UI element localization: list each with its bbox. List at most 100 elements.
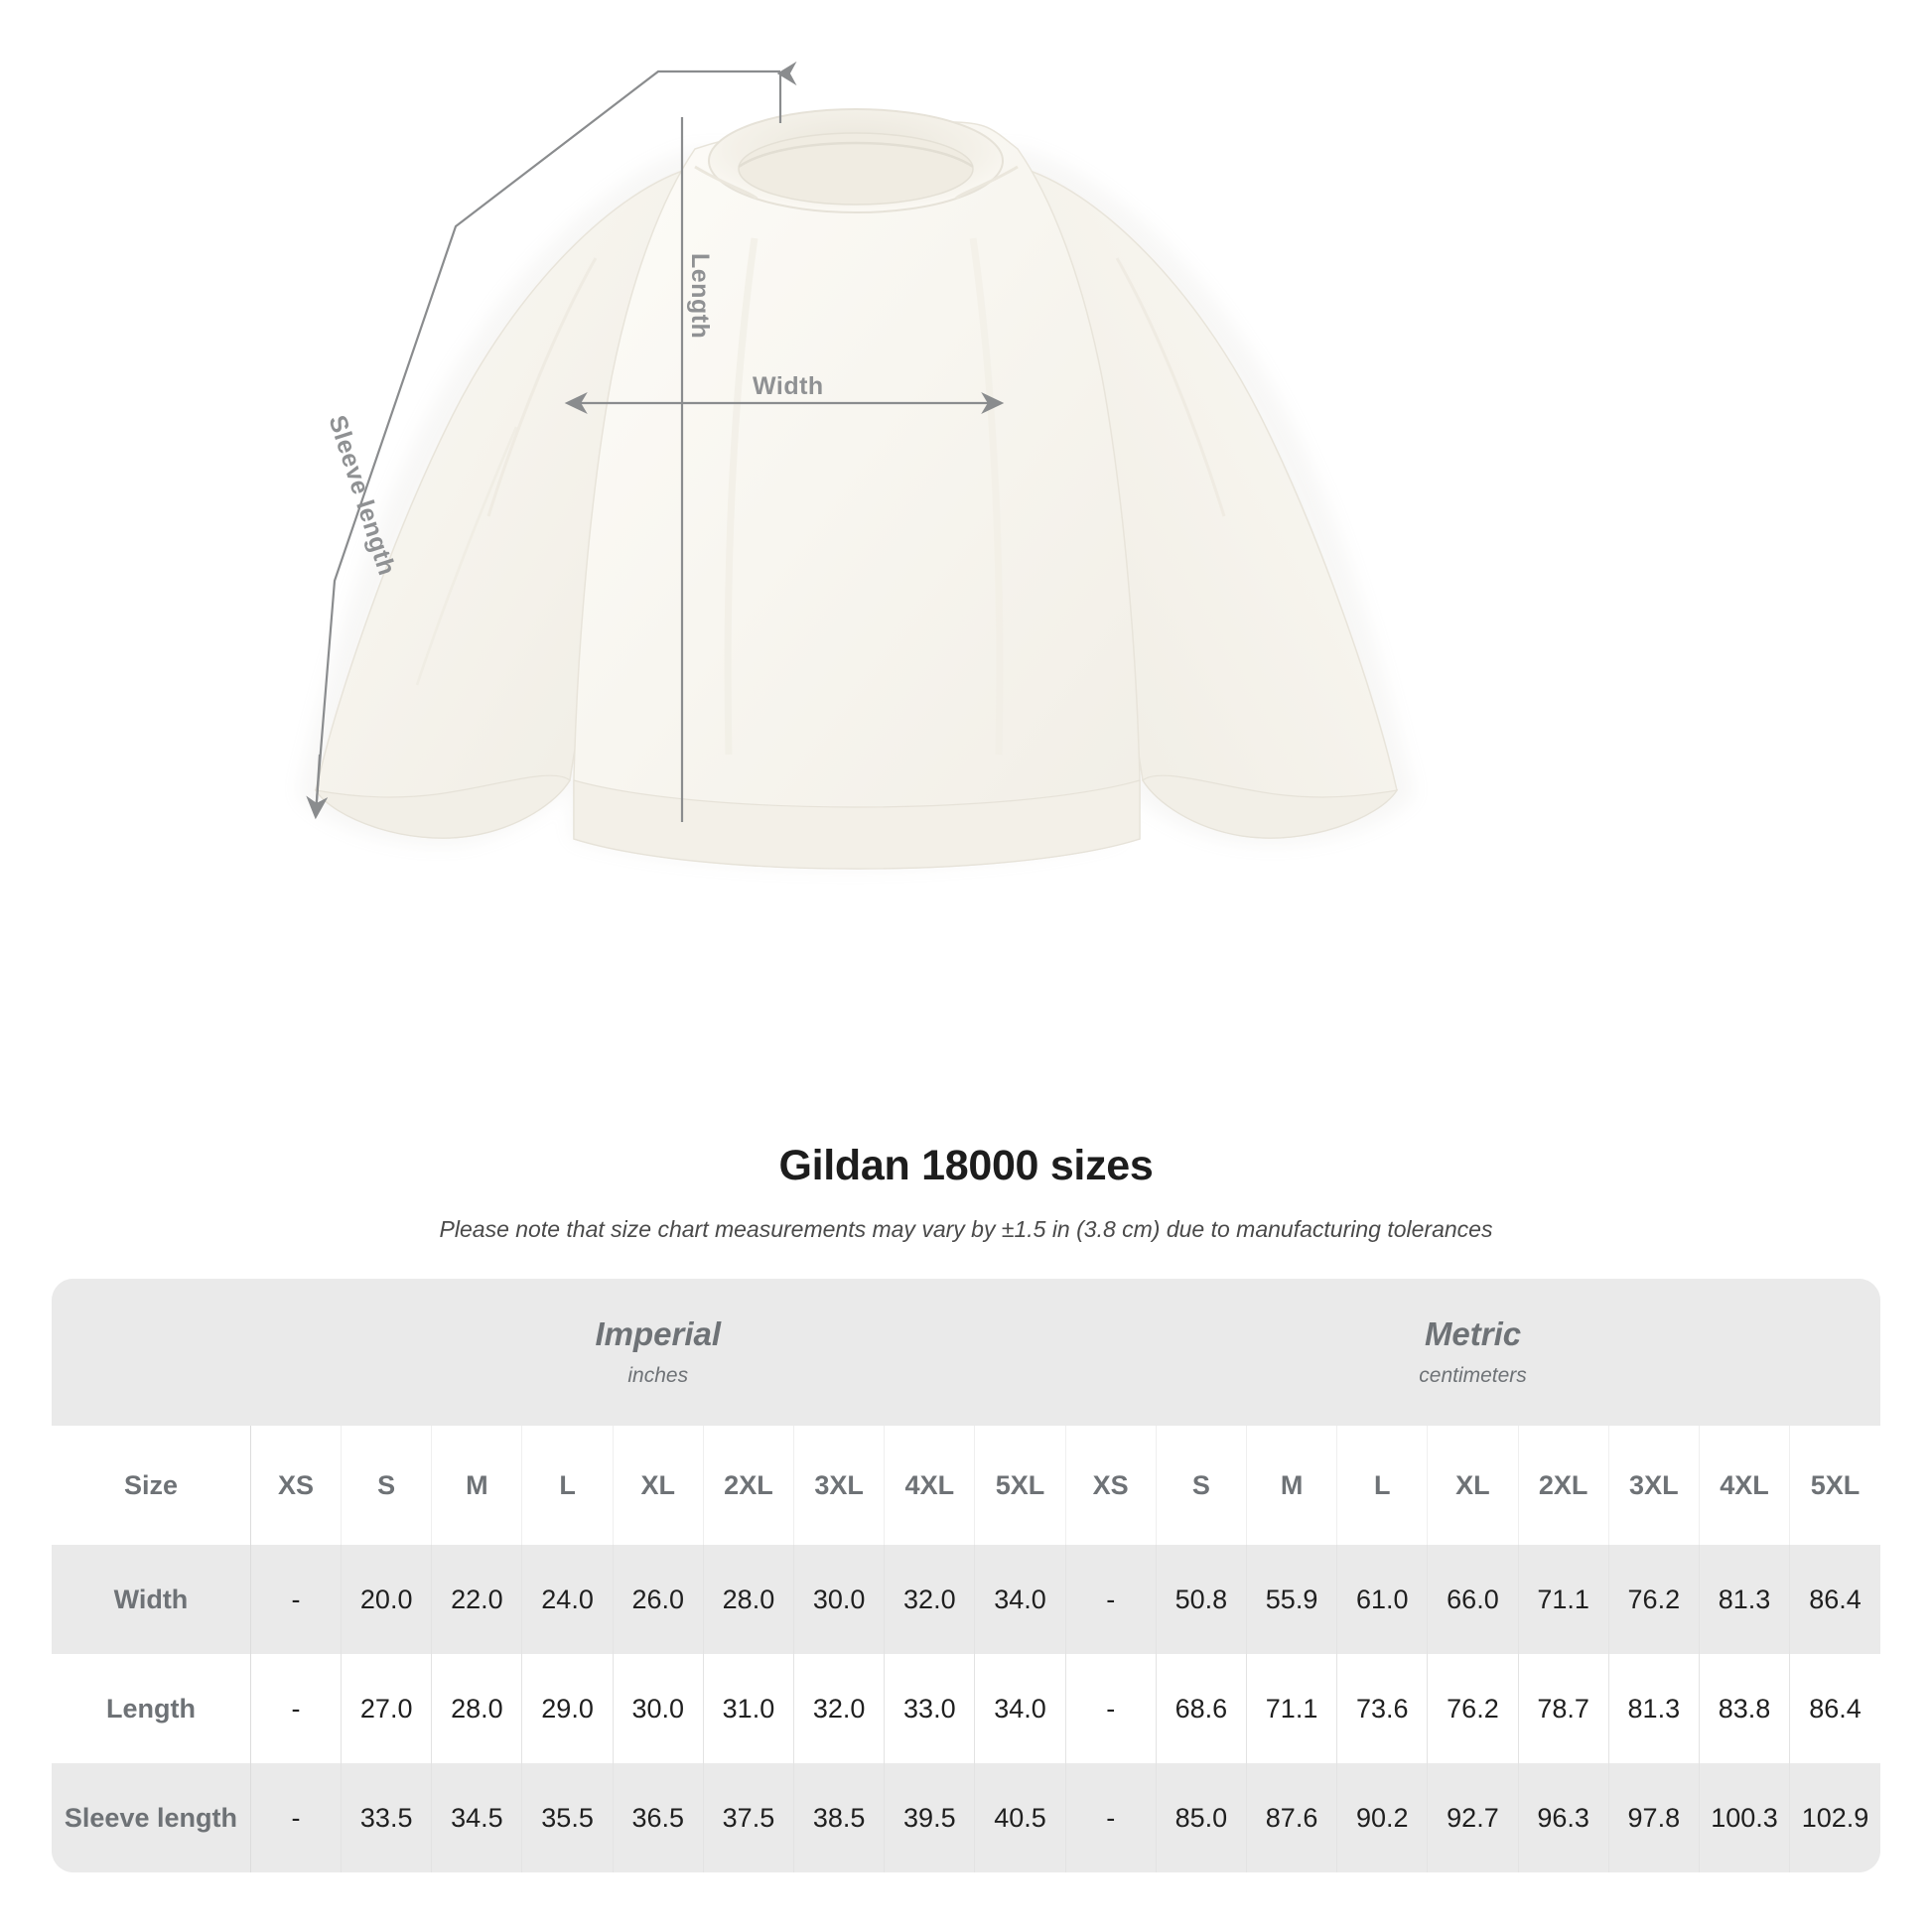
cell-sleeve-imp-5xl: 40.5 xyxy=(974,1763,1066,1872)
cell-sleeve-met-4xl: 100.3 xyxy=(1699,1763,1791,1872)
cell-width-met-3xl: 76.2 xyxy=(1608,1545,1700,1654)
cell-length-met-5xl: 86.4 xyxy=(1789,1654,1880,1763)
length-label: Length xyxy=(686,253,714,340)
unit-metric-name: Metric xyxy=(1424,1314,1522,1352)
product-photo-area: Length Width Sleeve length xyxy=(298,61,1415,870)
header-imperial-xl: XL xyxy=(613,1426,704,1545)
header-size-label: Size xyxy=(52,1426,251,1545)
row-label-width: Width xyxy=(52,1545,251,1654)
cell-width-met-xl: 66.0 xyxy=(1427,1545,1519,1654)
cell-sleeve-imp-l: 35.5 xyxy=(521,1763,614,1872)
cell-width-met-m: 55.9 xyxy=(1246,1545,1338,1654)
collar-inner xyxy=(738,132,974,206)
sleeve-bottom-arrow xyxy=(306,754,329,820)
cell-sleeve-met-m: 87.6 xyxy=(1246,1763,1338,1872)
cell-width-imp-5xl: 34.0 xyxy=(974,1545,1066,1654)
cell-length-imp-m: 28.0 xyxy=(431,1654,523,1763)
cell-length-imp-s: 27.0 xyxy=(341,1654,433,1763)
cell-sleeve-imp-s: 33.5 xyxy=(341,1763,433,1872)
cell-sleeve-met-s: 85.0 xyxy=(1156,1763,1247,1872)
cell-length-imp-xl: 30.0 xyxy=(613,1654,704,1763)
table-row-sleeve-length: Sleeve length - 33.5 34.5 35.5 36.5 37.5… xyxy=(52,1763,1880,1872)
table-row-length: Length - 27.0 28.0 29.0 30.0 31.0 32.0 3… xyxy=(52,1654,1880,1763)
size-table-container: Imperial inches Metric centimeters Size … xyxy=(52,1279,1880,1872)
cell-sleeve-imp-xl: 36.5 xyxy=(613,1763,704,1872)
header-imperial-xs: XS xyxy=(250,1426,343,1545)
cell-sleeve-imp-xs: - xyxy=(250,1763,343,1872)
cell-length-met-s: 68.6 xyxy=(1156,1654,1247,1763)
unit-metric-sub: centimeters xyxy=(1419,1364,1527,1388)
unit-imperial-name: Imperial xyxy=(595,1314,722,1352)
header-metric-s: S xyxy=(1156,1426,1247,1545)
cell-length-met-2xl: 78.7 xyxy=(1518,1654,1609,1763)
cell-sleeve-met-xl: 92.7 xyxy=(1427,1763,1519,1872)
cell-width-met-5xl: 86.4 xyxy=(1789,1545,1880,1654)
size-table: Imperial inches Metric centimeters Size … xyxy=(52,1279,1880,1872)
cell-length-imp-3xl: 32.0 xyxy=(793,1654,886,1763)
unit-metric: Metric centimeters xyxy=(1065,1279,1880,1426)
cell-width-met-s: 50.8 xyxy=(1156,1545,1247,1654)
right-cuff xyxy=(1142,774,1399,839)
header-imperial-5xl: 5XL xyxy=(974,1426,1066,1545)
unit-banner-spacer xyxy=(52,1279,251,1426)
cell-sleeve-imp-4xl: 39.5 xyxy=(884,1763,976,1872)
header-metric-5xl: 5XL xyxy=(1789,1426,1880,1545)
bottom-hem xyxy=(573,779,1141,870)
cell-sleeve-met-5xl: 102.9 xyxy=(1789,1763,1880,1872)
header-metric-xs: XS xyxy=(1064,1426,1157,1545)
header-metric-4xl: 4XL xyxy=(1699,1426,1791,1545)
unit-imperial-sub: inches xyxy=(627,1364,689,1388)
sleeve-measure-line xyxy=(314,69,780,813)
tolerance-note: Please note that size chart measurements… xyxy=(439,1216,1493,1242)
cell-width-met-4xl: 81.3 xyxy=(1699,1545,1791,1654)
cell-length-imp-2xl: 31.0 xyxy=(703,1654,795,1763)
header-metric-l: L xyxy=(1336,1426,1429,1545)
cell-sleeve-imp-3xl: 38.5 xyxy=(793,1763,886,1872)
cell-length-met-xs: - xyxy=(1064,1654,1157,1763)
cell-sleeve-met-2xl: 96.3 xyxy=(1518,1763,1609,1872)
sweatshirt-diagram xyxy=(298,61,1415,870)
cell-width-imp-s: 20.0 xyxy=(341,1545,433,1654)
cell-width-imp-xs: - xyxy=(250,1545,343,1654)
size-header-row: Size XS S M L XL 2XL 3XL 4XL 5XL XS S M … xyxy=(52,1426,1880,1545)
cell-width-imp-l: 24.0 xyxy=(521,1545,614,1654)
cell-width-imp-3xl: 30.0 xyxy=(793,1545,886,1654)
cell-length-met-m: 71.1 xyxy=(1246,1654,1338,1763)
header-metric-m: M xyxy=(1246,1426,1338,1545)
cell-length-imp-5xl: 34.0 xyxy=(974,1654,1066,1763)
cell-width-imp-4xl: 32.0 xyxy=(884,1545,976,1654)
unit-imperial: Imperial inches xyxy=(250,1279,1066,1426)
cell-length-met-xl: 76.2 xyxy=(1427,1654,1519,1763)
cell-length-imp-xs: - xyxy=(250,1654,343,1763)
left-cuff xyxy=(314,774,571,839)
header-imperial-s: S xyxy=(341,1426,433,1545)
unit-banner-row: Imperial inches Metric centimeters xyxy=(52,1279,1880,1426)
header-imperial-m: M xyxy=(431,1426,523,1545)
page-title: Gildan 18000 sizes xyxy=(778,1142,1154,1189)
cell-width-imp-2xl: 28.0 xyxy=(703,1545,795,1654)
header-metric-3xl: 3XL xyxy=(1608,1426,1700,1545)
cell-length-met-4xl: 83.8 xyxy=(1699,1654,1791,1763)
cell-sleeve-imp-2xl: 37.5 xyxy=(703,1763,795,1872)
header-metric-2xl: 2XL xyxy=(1518,1426,1609,1545)
cell-width-met-2xl: 71.1 xyxy=(1518,1545,1609,1654)
cell-width-imp-xl: 26.0 xyxy=(613,1545,704,1654)
header-imperial-l: L xyxy=(521,1426,614,1545)
cell-width-imp-m: 22.0 xyxy=(431,1545,523,1654)
header-imperial-2xl: 2XL xyxy=(703,1426,795,1545)
header-metric-xl: XL xyxy=(1427,1426,1519,1545)
cell-sleeve-met-l: 90.2 xyxy=(1336,1763,1429,1872)
cell-width-met-l: 61.0 xyxy=(1336,1545,1429,1654)
cell-sleeve-met-3xl: 97.8 xyxy=(1608,1763,1700,1872)
garment-body xyxy=(573,121,1141,870)
row-label-sleeve-length: Sleeve length xyxy=(52,1763,251,1872)
width-label: Width xyxy=(753,372,824,400)
cell-length-met-3xl: 81.3 xyxy=(1608,1654,1700,1763)
row-label-length: Length xyxy=(52,1654,251,1763)
cell-sleeve-imp-m: 34.5 xyxy=(431,1763,523,1872)
cell-width-met-xs: - xyxy=(1064,1545,1157,1654)
header-imperial-4xl: 4XL xyxy=(884,1426,976,1545)
table-row-width: Width - 20.0 22.0 24.0 26.0 28.0 30.0 32… xyxy=(52,1545,1880,1654)
cell-length-imp-4xl: 33.0 xyxy=(884,1654,976,1763)
